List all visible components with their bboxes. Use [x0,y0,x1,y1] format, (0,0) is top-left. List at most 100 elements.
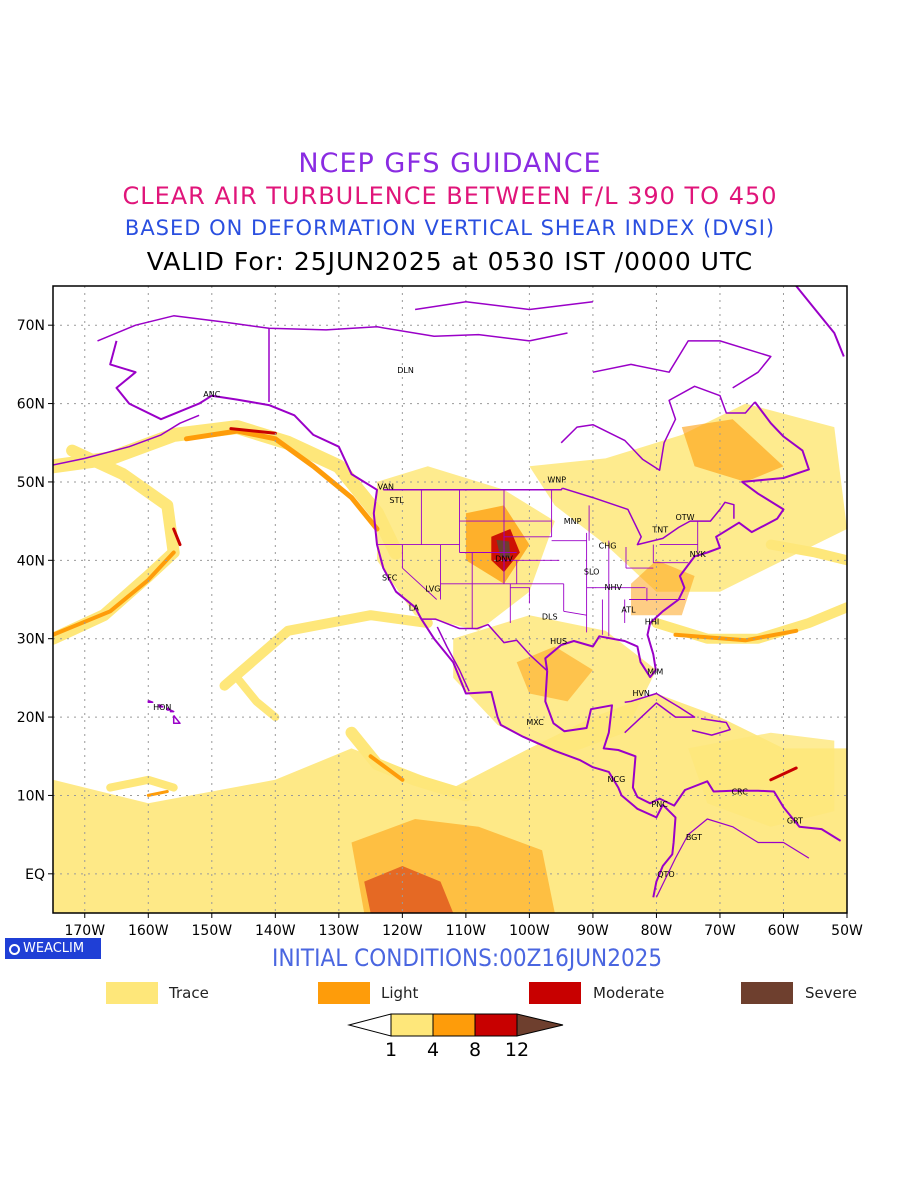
colorbar-upper-arrow [516,1013,564,1037]
station-sfc: SFC [382,574,398,583]
legend-swatch-moderate [529,982,581,1004]
pacific-coast [109,340,677,898]
station-nhv: NHV [605,583,623,592]
lon-label: 170W [64,923,105,939]
caribbean-coast [544,670,842,842]
lon-label: 70W [704,923,736,939]
moderate-streak-pacific-arc [172,527,182,547]
station-stl: STL [389,496,404,505]
lon-label: 110W [446,923,487,939]
station-bgt: BGT [686,833,702,842]
lon-label: 140W [255,923,296,939]
lat-label: EQ [25,867,45,883]
station-nyk: NYK [690,550,707,559]
station-mxc: MXC [526,718,544,727]
lat-label: 40N [17,553,45,569]
greenland-coast [795,286,845,357]
legend-label-light: Light [381,984,419,1002]
light-band-atlantic [673,628,799,643]
hawaii-island [169,709,175,713]
state-border [563,610,587,616]
us-mexico-border [421,618,548,672]
trace-swirl-pacific [233,673,280,722]
hawaii-island [172,715,181,725]
badge-label: WEACLIM [23,941,85,956]
turbulence-field-layer [53,403,847,913]
legend-swatch-light [318,982,370,1004]
title-product: CLEAR AIR TURBULENCE BETWEEN F/L 390 TO … [122,182,778,210]
gulf-of-california [436,626,470,692]
lon-label: 60W [768,923,800,939]
atlantic-coast [544,401,810,679]
lon-label: 150W [192,923,233,939]
station-mim: MIM [647,668,663,677]
state-border [402,567,438,600]
colorbar-tick-label: 4 [427,1039,439,1061]
moderate-area-equatorial [364,866,454,913]
station-qto: QTO [657,870,674,879]
station-hhi: HHI [645,617,659,626]
south-america-interior [655,818,810,898]
severe-area-rockies [496,539,511,558]
legend-swatch-severe [741,982,793,1004]
legend-label-severe: Severe [805,984,857,1002]
hawaii-island [147,699,154,703]
lat-label: 50N [17,475,45,491]
station-anc: ANC [203,390,220,399]
moderate-streak-gulf-of-alaska [229,427,277,435]
lon-label: 120W [382,923,423,939]
colorbar-lower-arrow [347,1013,392,1037]
initial-conditions: INITIAL CONDITIONS:00Z16JUN2025 [272,944,663,972]
light-band-north-pacific [183,428,380,532]
lon-label: 130W [319,923,360,939]
colorbar-tick-label: 8 [469,1039,481,1061]
title-guidance: NCEP GFS GUIDANCE [298,148,602,179]
station-hon: HON [153,703,171,712]
station-lvg: LVG [425,585,440,594]
weaclim-logo-icon [9,944,20,955]
lon-label: 160W [128,923,169,939]
lat-label: 60N [17,397,45,413]
station-van: VAN [378,483,394,492]
trace-band-east-pacific [345,726,472,802]
us-canada-border-east [562,487,735,546]
colorbar-segment [390,1013,434,1037]
light-area-labrador [681,419,784,482]
hawaii-island [158,703,164,708]
legend-label-trace: Trace [169,984,209,1002]
station-la: LA [409,603,420,612]
us-canada-border-west [383,487,563,491]
station-mnp: MNP [564,517,582,526]
station-hvn: HVN [632,689,649,698]
station-slo: SLO [584,567,600,576]
trace-band-north-atlantic [765,539,847,566]
hawaii-island [166,707,170,711]
lon-label: 50W [831,923,863,939]
station-pnc: PNC [651,800,668,809]
baffin [592,340,772,389]
map-frame [52,285,848,914]
aleutians [53,414,200,466]
legend-swatch-trace [106,982,158,1004]
colorbar-segment [432,1013,476,1037]
hispaniola [691,717,731,736]
hudson-bay [560,385,756,471]
colorbar: 1 4 8 12 [347,1013,564,1061]
arctic-coast [97,315,568,342]
trace-area-tropics [53,693,847,913]
trace-area-caribbean [688,732,835,827]
station-otw: OTW [675,513,694,522]
title-index: BASED ON DEFORMATION VERTICAL SHEAR INDE… [124,216,776,240]
legend-label-moderate: Moderate [593,984,665,1002]
arctic-islands [414,300,593,311]
station-dls: DLS [542,613,558,622]
trace-band-subtropical [219,610,433,691]
station-hus: HUS [550,637,567,646]
light-streak-central-pacific [146,790,169,797]
weaclim-badge: WEACLIM [5,938,101,959]
light-band-east-pacific [368,754,405,782]
lon-label: 100W [509,923,550,939]
station-wnp: WNP [547,476,566,485]
lat-label: 30N [17,632,45,648]
